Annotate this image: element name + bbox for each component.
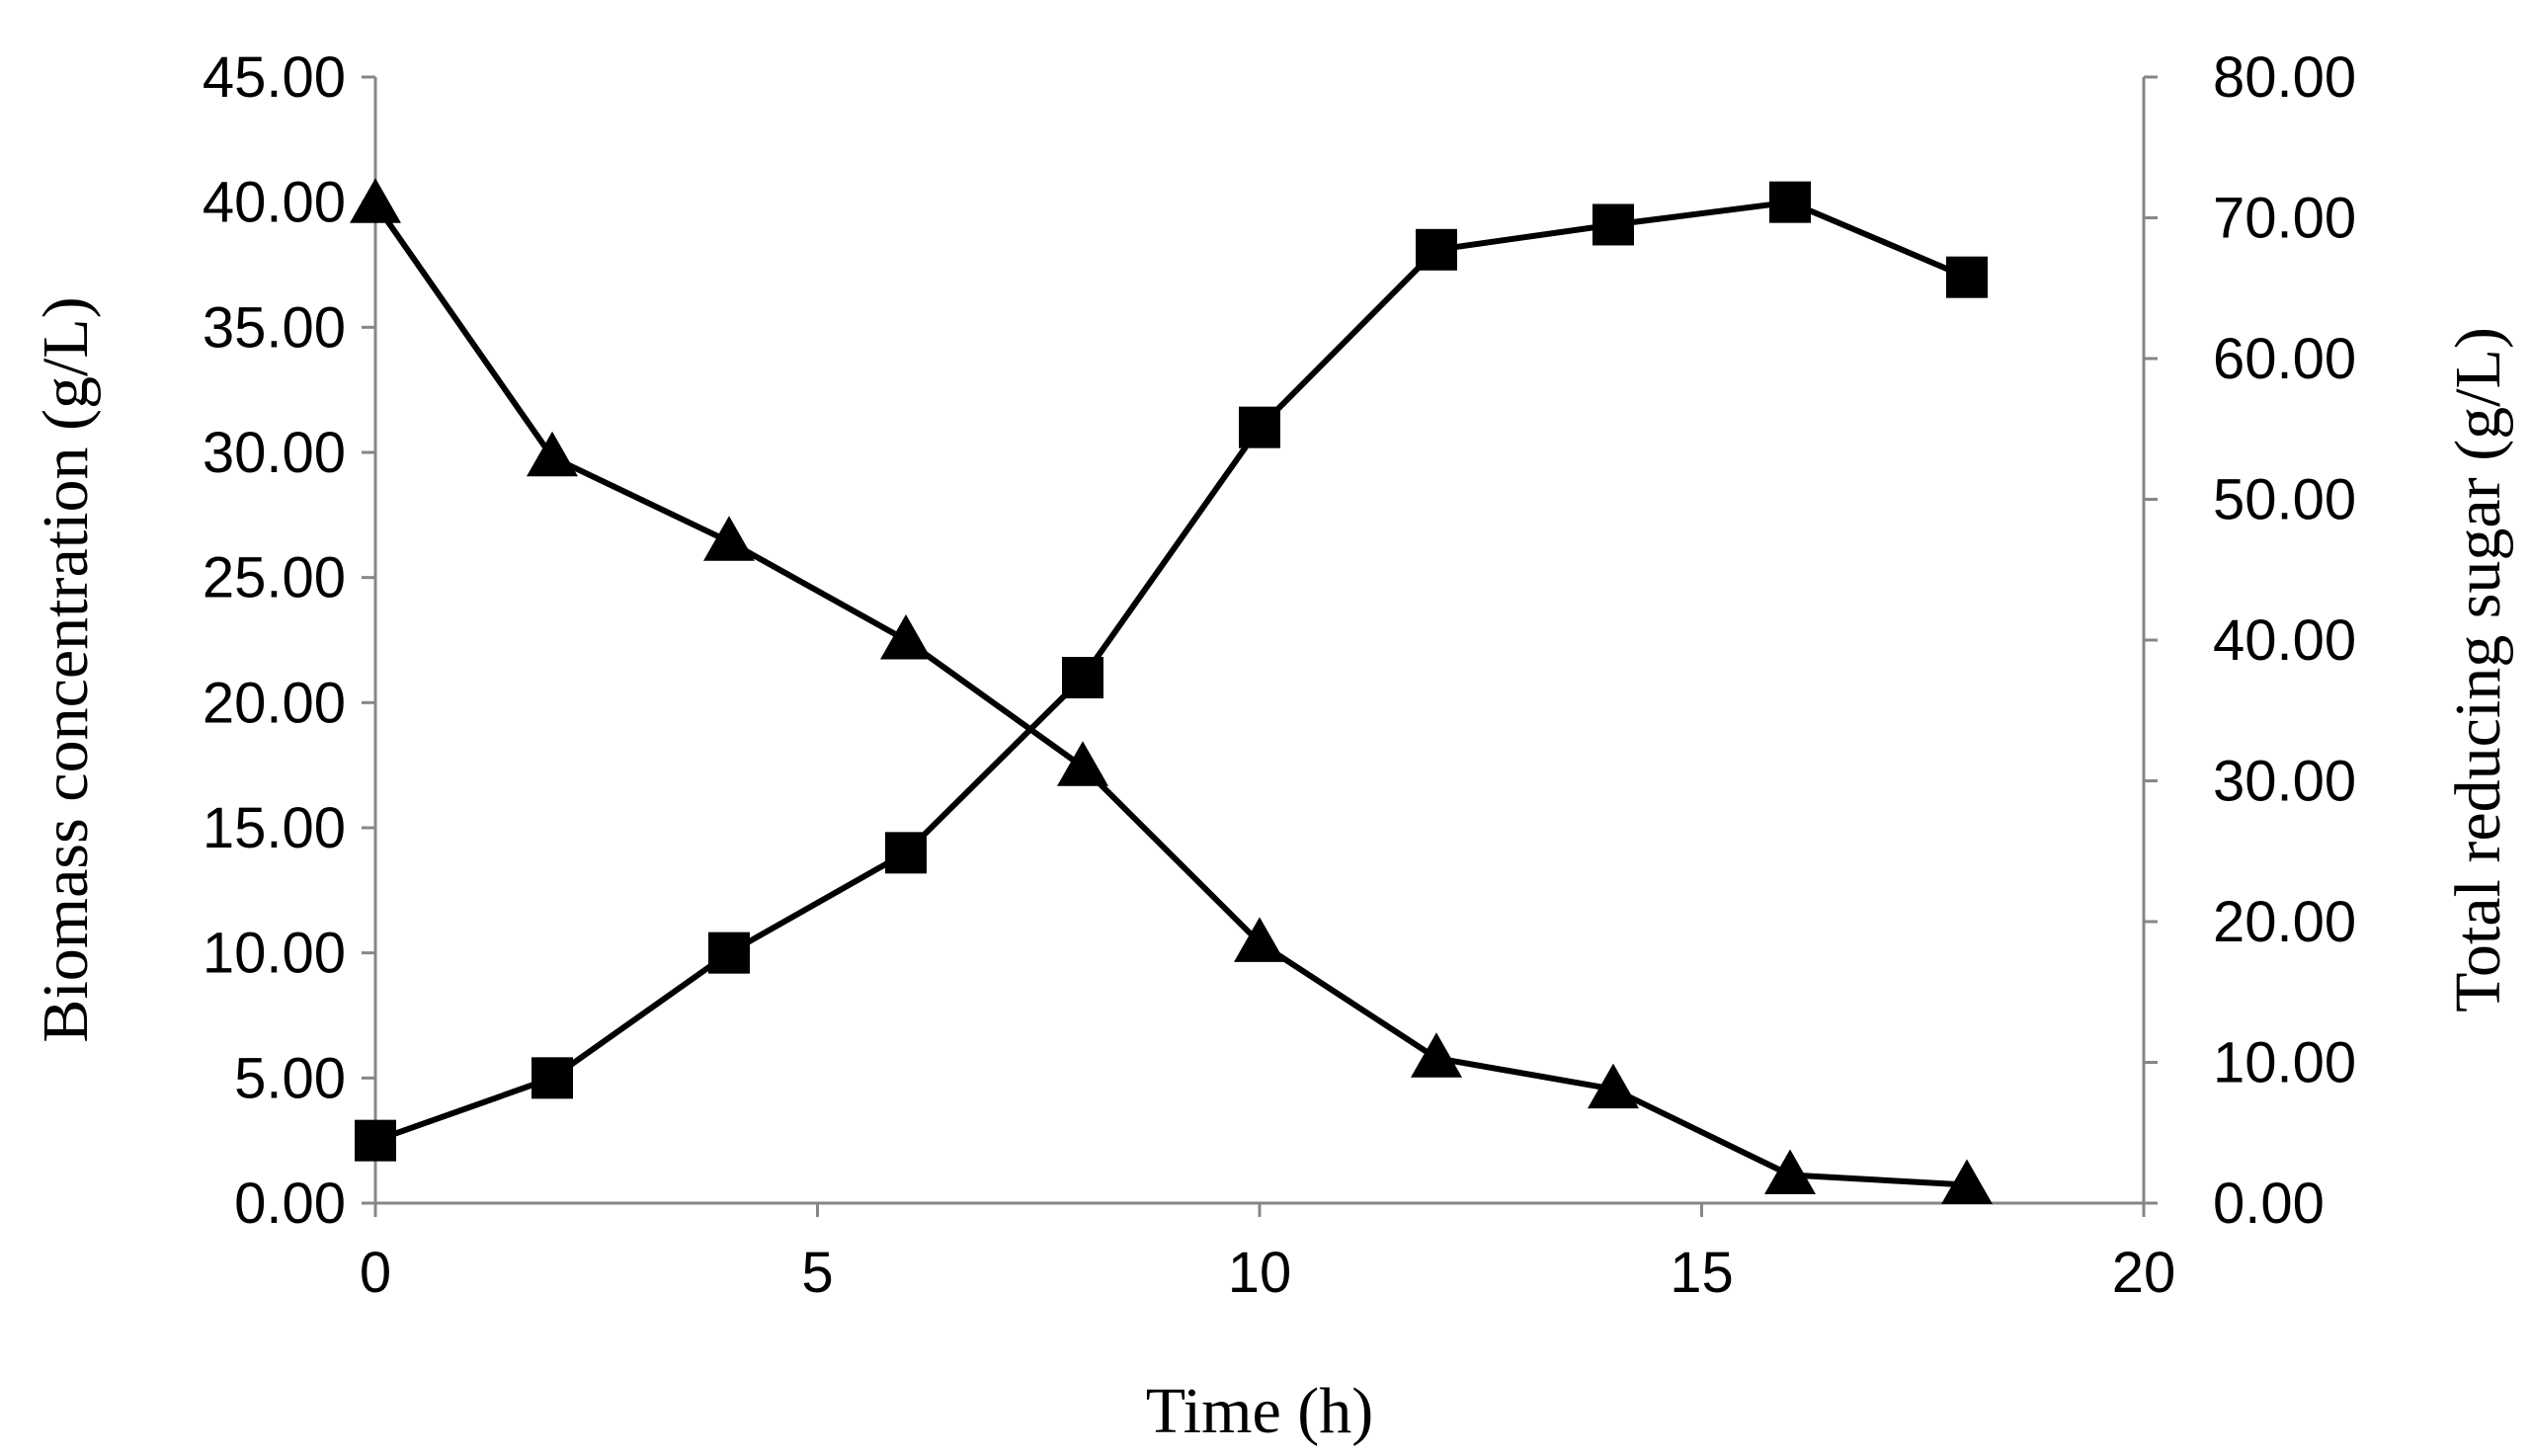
- square-marker: [1062, 657, 1103, 698]
- y-left-tick-label: 20.00: [203, 671, 346, 735]
- y-axis-left-title: Biomass concentration (g/L): [30, 296, 102, 1042]
- y-right-tick-label: 0.00: [2213, 1172, 2325, 1236]
- y-left-tick-label: 35.00: [203, 295, 346, 360]
- square-marker: [531, 1057, 573, 1099]
- triangle-marker: [1764, 1149, 1816, 1194]
- square-marker: [1239, 406, 1280, 448]
- square-marker: [1416, 228, 1457, 271]
- y-left-tick-label: 5.00: [234, 1046, 346, 1110]
- square-marker: [1769, 181, 1811, 223]
- y-right-tick-label: 60.00: [2213, 327, 2356, 391]
- triangle-marker: [1411, 1032, 1462, 1078]
- y-right-tick-label: 30.00: [2213, 750, 2356, 814]
- triangle-marker: [350, 178, 401, 223]
- x-tick-label: 20: [2112, 1241, 2176, 1305]
- triangle-marker: [1941, 1159, 1993, 1204]
- square-marker: [1946, 256, 1988, 298]
- series-line-triangle: [372, 202, 1968, 1188]
- square-marker: [1592, 203, 1634, 246]
- y-right-tick-label: 80.00: [2213, 45, 2356, 110]
- axes: [362, 75, 2158, 1217]
- square-marker: [885, 832, 927, 874]
- triangle-marker: [1057, 741, 1108, 786]
- triangle-marker: [1588, 1063, 1639, 1109]
- y-right-tick-label: 20.00: [2213, 890, 2356, 954]
- y-right-tick-label: 70.00: [2213, 187, 2356, 251]
- y-axis-right-title: Total reducing sugar (g/L): [2442, 327, 2514, 1012]
- y-left-tick-label: 25.00: [203, 546, 346, 610]
- square-marker: [708, 931, 750, 974]
- y-right-tick-label: 50.00: [2213, 468, 2356, 532]
- square-marker: [355, 1119, 396, 1162]
- x-axis-title: Time (h): [1146, 1375, 1373, 1447]
- series-line-square: [373, 199, 1969, 1144]
- triangle-marker: [1234, 917, 1285, 962]
- labels: 0.00 5.00 10.00 15.00 20.00 25.00 30.00 35.00 40…: [30, 45, 2514, 1447]
- y-left-tick-label: 0.00: [234, 1172, 346, 1236]
- y-left-tick-label: 10.00: [203, 922, 346, 986]
- x-tick-label: 10: [1228, 1241, 1292, 1305]
- y-left-tick-label: 15.00: [203, 796, 346, 860]
- series-layer: [350, 178, 1993, 1204]
- x-tick-label: 0: [360, 1241, 391, 1305]
- triangle-marker: [703, 516, 755, 561]
- triangle-marker: [527, 431, 578, 477]
- x-tick-label: 15: [1670, 1241, 1734, 1305]
- y-left-tick-label: 40.00: [203, 171, 346, 235]
- y-left-tick-label: 30.00: [203, 421, 346, 485]
- triangle-marker: [880, 614, 932, 660]
- y-left-tick-label: 45.00: [203, 45, 346, 110]
- y-right-tick-label: 40.00: [2213, 608, 2356, 673]
- x-tick-label: 5: [801, 1241, 833, 1305]
- y-right-tick-label: 10.00: [2213, 1031, 2356, 1095]
